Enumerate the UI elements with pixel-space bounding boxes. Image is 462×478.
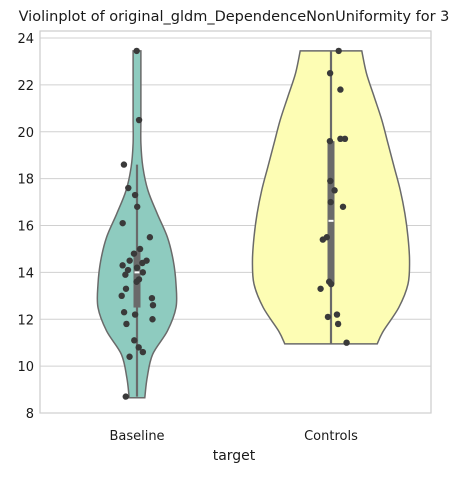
- y-tick-label: 12: [17, 313, 34, 328]
- data-point: [317, 285, 324, 292]
- data-point: [319, 236, 327, 243]
- data-point: [337, 135, 344, 143]
- data-point: [331, 187, 338, 194]
- y-axis-ticks: 8 10 12 14 16 18 20 22 24: [17, 32, 34, 422]
- data-point: [131, 191, 139, 199]
- x-axis-ticks: Baseline Controls: [109, 429, 358, 444]
- data-point: [123, 320, 130, 328]
- data-point: [130, 250, 138, 257]
- data-point: [125, 184, 132, 192]
- data-point: [126, 353, 133, 360]
- data-point: [326, 69, 334, 77]
- y-tick-label: 18: [17, 173, 34, 188]
- y-tick-label: 24: [17, 32, 34, 47]
- data-point: [337, 86, 344, 93]
- x-axis-label: target: [213, 448, 256, 464]
- data-point: [133, 278, 140, 285]
- violin-iqr-box: [327, 141, 335, 285]
- y-tick-label: 8: [26, 407, 34, 422]
- data-point: [341, 135, 349, 143]
- chart-title: Violinplot of original_gldm_DependenceNo…: [19, 9, 450, 25]
- data-point: [136, 245, 144, 253]
- data-point: [139, 348, 147, 356]
- data-point: [131, 311, 139, 318]
- data-point: [327, 198, 334, 206]
- x-tick-label: Controls: [304, 429, 358, 444]
- data-point: [122, 393, 129, 400]
- violin-median: [134, 271, 140, 274]
- data-point: [146, 234, 154, 241]
- data-point: [149, 301, 157, 309]
- violin-controls: [251, 47, 411, 346]
- data-point: [149, 316, 156, 323]
- violins: [96, 47, 411, 400]
- violin-baseline: [96, 47, 178, 400]
- data-point: [124, 266, 132, 274]
- data-point: [119, 262, 126, 269]
- data-point: [126, 257, 133, 264]
- y-tick-label: 22: [17, 79, 34, 94]
- data-point: [327, 280, 335, 288]
- data-point: [119, 219, 126, 227]
- y-tick-label: 20: [17, 126, 34, 141]
- data-point: [327, 177, 334, 185]
- data-point: [120, 309, 128, 316]
- data-point: [139, 259, 146, 267]
- data-point: [326, 137, 334, 145]
- data-point: [118, 292, 125, 300]
- y-tick-label: 14: [17, 266, 34, 281]
- data-point: [122, 271, 129, 278]
- data-point: [131, 337, 138, 344]
- data-point: [333, 311, 341, 318]
- y-tick-label: 10: [17, 360, 34, 375]
- data-point: [148, 294, 156, 302]
- violin-median: [328, 219, 334, 222]
- data-point: [135, 116, 143, 124]
- data-point: [139, 269, 147, 276]
- data-point: [133, 264, 141, 271]
- data-point: [134, 203, 141, 210]
- data-point: [324, 313, 332, 321]
- data-point: [120, 161, 128, 168]
- y-tick-label: 16: [17, 220, 34, 235]
- data-point: [135, 344, 142, 351]
- data-point: [339, 203, 347, 210]
- data-point: [343, 339, 350, 346]
- data-point: [133, 47, 140, 55]
- data-point: [335, 47, 342, 55]
- data-point: [122, 285, 130, 292]
- x-tick-label: Baseline: [109, 429, 164, 444]
- data-point: [334, 320, 342, 328]
